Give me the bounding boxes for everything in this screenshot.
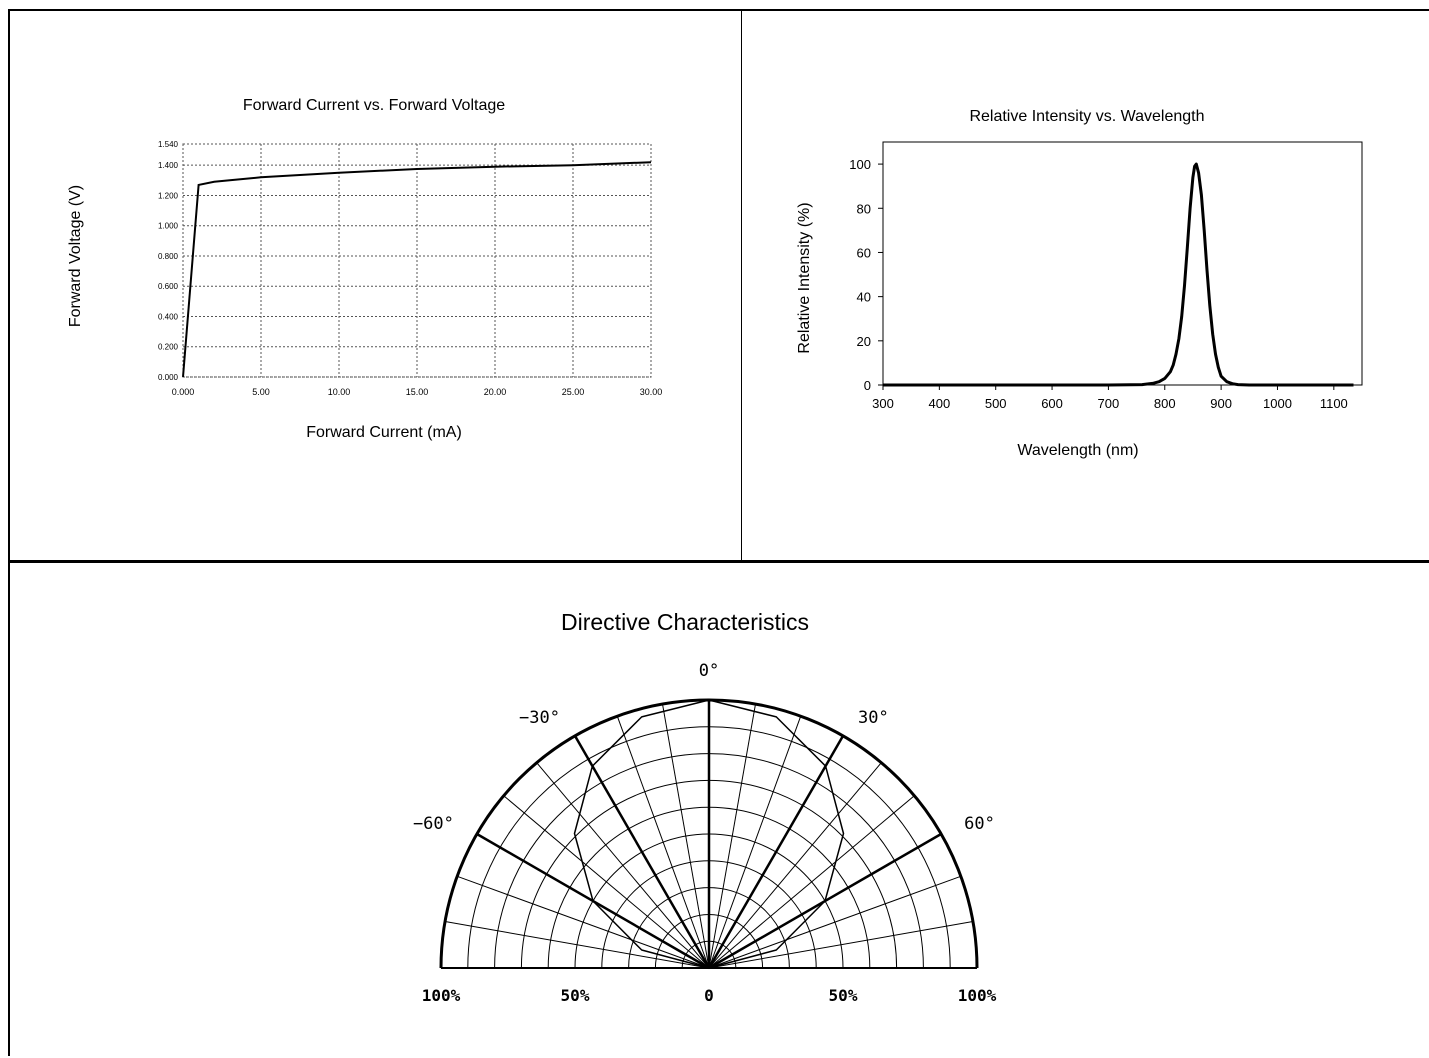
directive-spoke	[503, 795, 710, 969]
directive-major-spoke	[707, 735, 845, 969]
spectrum-tick-labels: 300 400 500 600 700 800 900 1000 1100 0 20 40 60 80 10…	[849, 157, 1348, 411]
spectrum-y-tick-label: 0	[864, 378, 871, 393]
iv-x-tick-label: 10.00	[328, 387, 351, 397]
directive-spoke	[708, 795, 915, 969]
iv-y-tick-label: 1.400	[158, 161, 179, 170]
directive-radial-label: 100%	[958, 986, 997, 1005]
directive-spoke	[662, 704, 710, 969]
directive-angle-label: −60°	[413, 814, 454, 834]
iv-x-tick-label: 20.00	[484, 387, 507, 397]
spectrum-chart: Relative Intensity vs. Wavelength Relati…	[796, 108, 1363, 459]
spectrum-y-tick-label: 100	[849, 157, 871, 172]
spectrum-x-tick-label: 900	[1210, 396, 1232, 411]
directive-grid	[439, 698, 979, 970]
directive-spoke	[616, 716, 710, 969]
iv-x-tick-label: 5.00	[252, 387, 270, 397]
directive-angle-label: 30°	[858, 708, 889, 728]
directive-angle-label: 60°	[964, 814, 995, 834]
iv-y-tick-label: 0.400	[158, 312, 179, 321]
directive-radial-label: 100%	[422, 986, 461, 1005]
directive-spoke	[708, 921, 973, 969]
iv-curve-line	[182, 161, 652, 378]
spectrum-chart-title: Relative Intensity vs. Wavelength	[969, 108, 1204, 125]
directive-radial-label: 50%	[829, 986, 858, 1005]
spectrum-x-tick-label: 500	[985, 396, 1007, 411]
spectrum-x-tick-label: 700	[1098, 396, 1120, 411]
iv-y-tick-label: 0.600	[158, 282, 179, 291]
directive-series	[573, 699, 845, 969]
directive-chart-title: Directive Characteristics	[561, 609, 809, 635]
iv-y-tick-label: 1.000	[158, 222, 179, 231]
spectrum-axes	[878, 141, 1363, 390]
spectrum-x-axis-label: Wavelength (nm)	[1017, 442, 1138, 459]
iv-x-axis-label: Forward Current (mA)	[306, 424, 462, 441]
iv-y-tick-label: 0.800	[158, 252, 179, 261]
iv-chart-title: Forward Current vs. Forward Voltage	[243, 97, 505, 114]
directive-angle-label: 0°	[699, 661, 719, 681]
spectrum-y-tick-label: 80	[857, 201, 871, 216]
directive-spoke	[708, 762, 882, 969]
iv-x-tick-label: 0.000	[172, 387, 195, 397]
directive-spoke	[457, 875, 710, 969]
spectrum-y-tick-label: 60	[857, 245, 871, 260]
directive-angle-label: −30°	[519, 708, 560, 728]
iv-y-axis-label: Forward Voltage (V)	[67, 185, 84, 327]
spectrum-y-tick-label: 40	[857, 290, 871, 305]
directive-major-spoke	[573, 735, 711, 969]
spectrum-x-tick-label: 400	[929, 396, 951, 411]
spectrum-x-tick-label: 1100	[1320, 396, 1348, 411]
iv-x-tick-label: 25.00	[562, 387, 585, 397]
directive-radial-label: 50%	[561, 986, 590, 1005]
spectrum-chart-panel: Relative Intensity vs. Wavelength Relati…	[741, 9, 1429, 562]
directive-chart: Directive Characteristics 0° 30° 60° −30° −6…	[413, 609, 997, 1005]
iv-y-tick-label: 1.540	[158, 140, 179, 149]
spectrum-y-tick-label: 20	[857, 334, 871, 349]
directive-spoke	[708, 716, 802, 969]
spectrum-plot-frame	[882, 141, 1363, 386]
directive-radial-label: 0	[704, 986, 714, 1005]
spectrum-curve-line	[883, 162, 1354, 387]
iv-chart: Forward Current vs. Forward Voltage Forw…	[67, 97, 662, 441]
directive-spoke	[445, 921, 710, 969]
directive-spoke	[708, 704, 756, 969]
iv-y-tick-label: 1.200	[158, 191, 179, 200]
directive-chart-panel: Directive Characteristics 0° 30° 60° −30° −6…	[8, 561, 1429, 1056]
spectrum-series	[883, 162, 1354, 387]
iv-x-tick-label: 15.00	[406, 387, 429, 397]
iv-y-tick-label: 0.000	[158, 373, 179, 382]
spectrum-x-tick-label: 1000	[1263, 396, 1292, 411]
spectrum-x-tick-label: 800	[1154, 396, 1176, 411]
iv-x-tick-label: 30.00	[640, 387, 663, 397]
iv-chart-panel: Forward Current vs. Forward Voltage Forw…	[8, 9, 742, 562]
spectrum-x-tick-label: 300	[872, 396, 894, 411]
spectrum-y-axis-label: Relative Intensity (%)	[796, 202, 813, 353]
directive-spoke	[708, 875, 961, 969]
iv-series	[182, 161, 652, 378]
directive-spoke	[536, 762, 710, 969]
iv-y-tick-label: 0.200	[158, 343, 179, 352]
iv-tick-labels: 0.000 5.00 10.00 15.00 20.00 25.00 30.00 0.000 0…	[158, 140, 662, 397]
directive-pattern-curve	[573, 699, 845, 969]
directive-labels: 0° 30° 60° −30° −60° 100% 50% 0 50% 100%	[413, 661, 997, 1005]
spectrum-x-tick-label: 600	[1041, 396, 1063, 411]
